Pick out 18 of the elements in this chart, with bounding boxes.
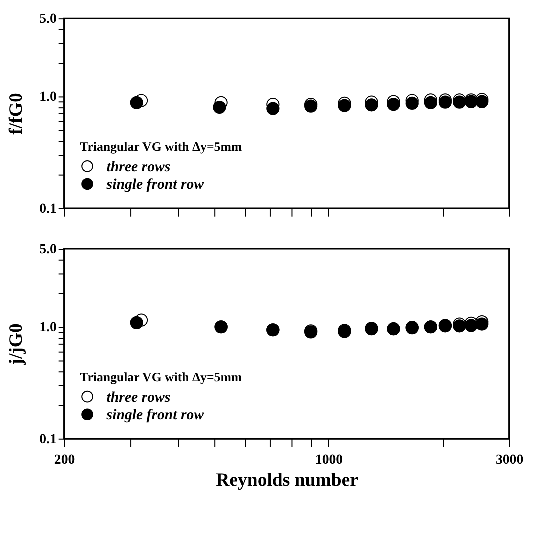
x-tick-label: 200 (54, 452, 76, 468)
legend-label: three rows (106, 390, 171, 406)
legend-title: Triangular VG with Δy=5mm (80, 140, 242, 154)
x-axis-title: Reynolds number (216, 470, 358, 491)
x-tick-label: 3000 (496, 452, 524, 468)
legend-label: three rows (106, 159, 171, 176)
y-tick-label: 0.1 (40, 200, 57, 216)
y-axis-title: j/jG0 (6, 324, 27, 366)
legend-title: Triangular VG with Δy=5mm (80, 370, 242, 385)
y-tick-label: 1.0 (40, 320, 57, 335)
x-tick-label: 1000 (315, 452, 344, 468)
y-axis-title: f/fG0 (6, 93, 27, 135)
legend-label: single front row (106, 177, 204, 194)
legend-label: single front row (106, 408, 204, 424)
y-tick-label: 0.1 (40, 431, 57, 446)
y-tick-label: 5.0 (40, 241, 57, 256)
y-tick-label: 1.0 (40, 89, 57, 104)
y-tick-label: 5.0 (40, 11, 57, 26)
